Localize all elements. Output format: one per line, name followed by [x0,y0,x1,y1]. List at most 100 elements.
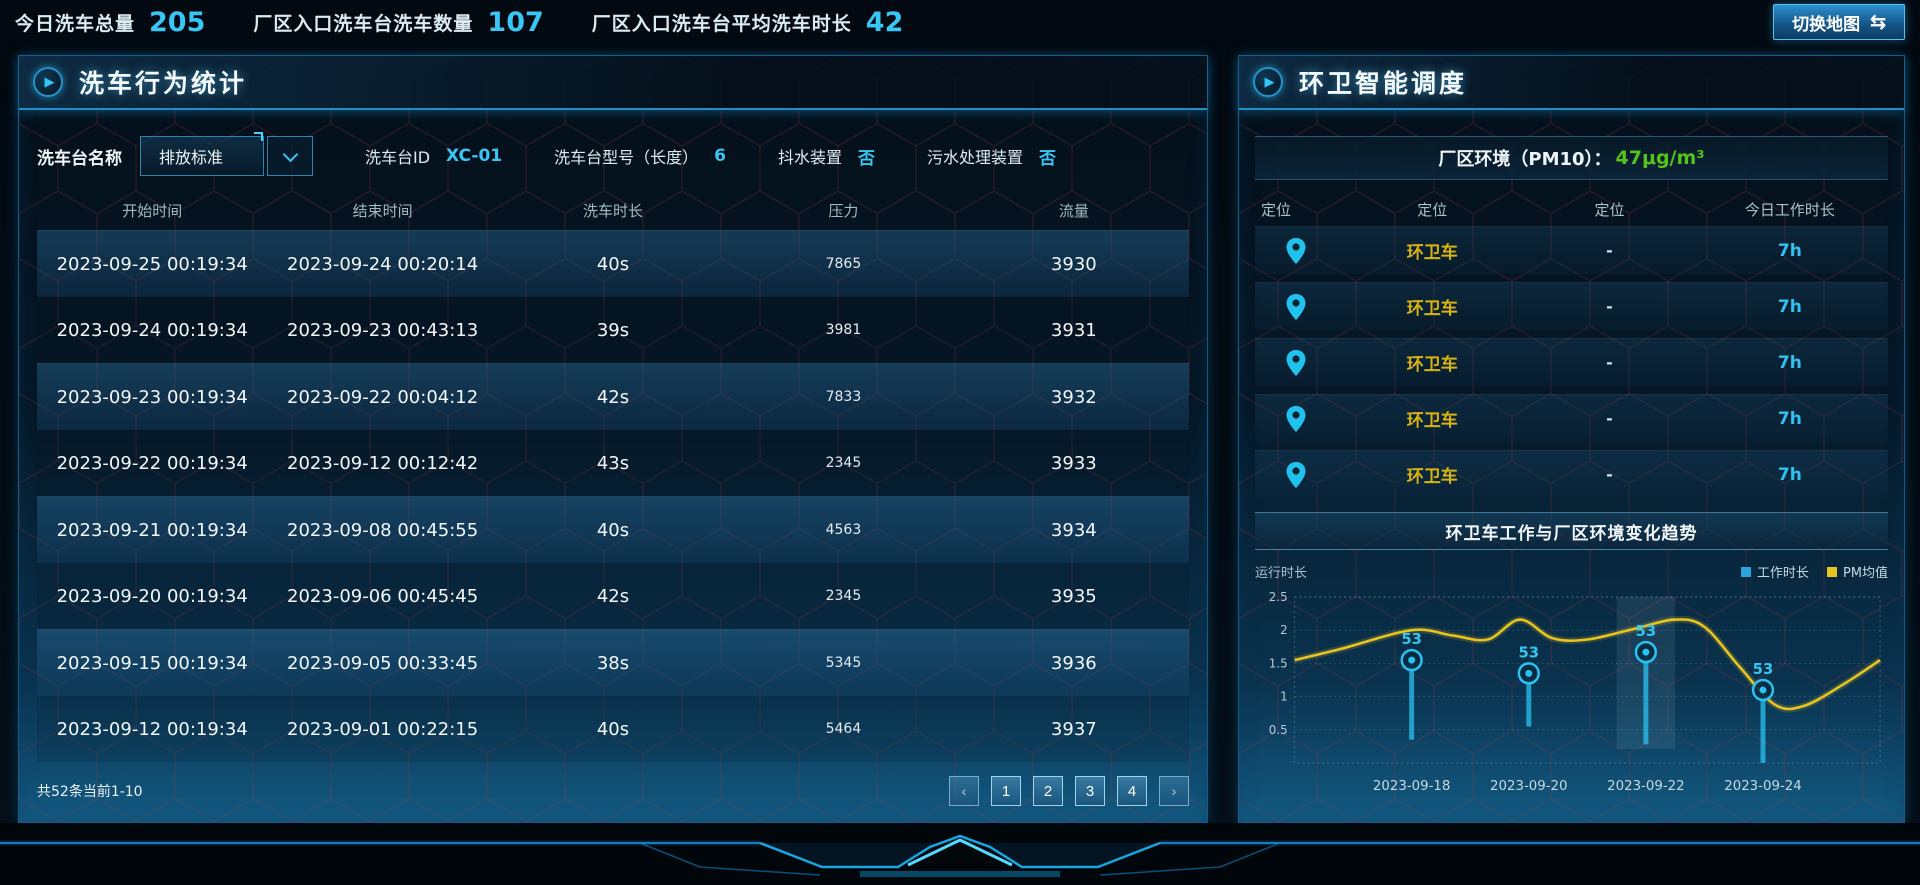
table-cell: 2023-09-12 00:19:34 [56,718,248,740]
table-cell: 2023-09-15 00:19:34 [56,652,248,674]
field-label: 洗车台型号（长度） [554,148,699,167]
table-cell: 5464 [825,721,862,737]
svg-text:53: 53 [1753,660,1774,678]
wash-behavior-panel: ▶ 洗车行为统计 洗车台名称 排放标准 洗车台ID XC-01 洗车台型号（长度… [18,55,1208,823]
vehicle-hours-cell: 7h [1777,464,1802,485]
table-cell: 43s [596,452,630,474]
legend-item-工作时长: 工作时长 [1740,562,1809,581]
table-cell: 40s [596,253,630,275]
table-body: 环卫车 - 7h 环卫车 - 7h 环卫车 - 7h 环卫车 - 7h 环卫车 - 7h [1255,226,1888,498]
table-cell: 3937 [1050,718,1097,740]
stat-label: 厂区入口洗车台平均洗车时长 [591,12,852,35]
svg-text:1: 1 [1280,690,1288,704]
column-header: 流量 [1058,201,1089,220]
vehicle-name-cell: 环卫车 [1406,243,1458,263]
table-cell: 2023-09-08 00:45:55 [287,519,479,541]
dispatch-table-row: 环卫车 - 7h [1255,338,1888,386]
column-header: 定位 [1594,200,1625,219]
table-cell: 7865 [825,256,862,272]
vehicle-locate-cell [1255,237,1337,264]
table-body: 2023-09-25 00:19:34 2023-09-24 00:20:14 40… [37,230,1189,762]
table-cell: 3933 [1050,452,1097,474]
field-label: 抖水装置 [778,148,843,167]
table-cell: 2023-09-25 00:19:34 [56,253,248,275]
field-label: 洗车台ID [365,148,431,167]
column-header: 结束时间 [352,201,413,220]
location-pin-icon[interactable] [1286,405,1306,432]
svg-text:2023-09-24: 2023-09-24 [1724,779,1801,794]
table-cell: 2023-09-23 00:43:13 [287,319,479,341]
swap-arrows-icon: ⇆ [1870,11,1886,33]
vehicle-name-cell: 环卫车 [1406,467,1458,487]
dropdown-selected-value: 排放标准 [140,136,264,176]
prev-page-button[interactable]: ‹ [949,776,979,806]
table-cell: 2023-09-24 00:20:14 [287,253,479,275]
table-row: 2023-09-12 00:19:34 2023-09-01 00:22:15 40… [37,696,1189,762]
table-cell: 38s [596,652,630,674]
table-row: 2023-09-21 00:19:34 2023-09-08 00:45:55 40… [37,496,1189,563]
table-cell: 39s [596,319,630,341]
table-cell: 3934 [1050,519,1097,541]
switch-map-button[interactable]: 切换地图 ⇆ [1773,4,1905,40]
filter-field-sewage-device: 污水处理装置 否 [927,144,1056,169]
vehicle-hours-cell: 7h [1777,296,1802,317]
column-header: 压力 [828,201,859,220]
trend-chart-block: 运行时长 工作时长 PM均值 0.5 1 1.5 2 2.5 53 53 53 53 2023-09… [1255,562,1888,807]
station-name-dropdown[interactable]: 排放标准 [140,132,313,176]
panel-title: 洗车行为统计 [79,69,248,98]
page-button-2[interactable]: 2 [1033,776,1063,806]
trend-line-chart: 0.5 1 1.5 2 2.5 53 53 53 53 2023-09-18 2023-09-20 2… [1269,590,1882,794]
vehicle-dash-cell: - [1606,409,1613,428]
stat-value: 205 [149,6,206,38]
chart-legend: 工作时长 PM均值 [1740,562,1888,581]
switch-map-label: 切换地图 [1792,14,1861,34]
legend-swatch [1826,566,1837,577]
field-label: 污水处理装置 [927,148,1024,167]
svg-text:1.5: 1.5 [1269,656,1288,670]
dispatch-table-row: 环卫车 - 7h [1255,282,1888,330]
table-row: 2023-09-22 00:19:34 2023-09-12 00:12:42 43… [37,430,1189,496]
vehicle-name-cell: 环卫车 [1406,299,1458,319]
vehicle-name-cell: 环卫车 [1406,355,1458,375]
vehicle-hours-cell: 7h [1777,408,1802,429]
page-button-3[interactable]: 3 [1075,776,1105,806]
pm10-environment-bar: 厂区环境（PM10）： 47μg/m³ [1255,136,1888,180]
station-name-label: 洗车台名称 [37,148,122,169]
field-value: 否 [1039,148,1057,169]
table-footer: 共52条当前1-10 ‹ 1 2 3 4 › [37,776,1189,806]
next-page-button[interactable]: › [1159,776,1189,806]
column-header: 洗车时长 [583,201,644,220]
table-row: 2023-09-25 00:19:34 2023-09-24 00:20:14 40… [37,230,1189,297]
vehicle-locate-cell [1255,293,1337,320]
location-pin-icon[interactable] [1286,237,1306,264]
chevron-down-icon[interactable] [267,136,313,176]
table-cell: 2023-09-20 00:19:34 [56,585,248,607]
vehicle-dash-cell: - [1606,241,1613,260]
pm10-label: 厂区环境（PM10）： [1438,149,1612,170]
sanitation-dispatch-panel: ▶ 环卫智能调度 厂区环境（PM10）： 47μg/m³ 定位 定位 定位 今日工作时… [1238,55,1905,823]
pagination: ‹ 1 2 3 4 › [949,776,1189,806]
table-cell: 2023-09-23 00:19:34 [56,386,248,408]
svg-text:2.5: 2.5 [1269,590,1288,604]
vehicle-locate-cell [1255,349,1337,376]
table-row: 2023-09-20 00:19:34 2023-09-06 00:45:45 42… [37,563,1189,629]
page-button-4[interactable]: 4 [1117,776,1147,806]
table-cell: 2345 [825,455,862,471]
panel-title: 环卫智能调度 [1299,69,1468,98]
legend-label: PM均值 [1842,566,1888,581]
location-pin-icon[interactable] [1286,349,1306,376]
filter-field-station-model: 洗车台型号（长度） 6 [554,144,726,168]
table-cell: 2023-09-24 00:19:34 [56,319,248,341]
vehicle-hours-cell: 7h [1777,240,1802,261]
location-pin-icon[interactable] [1286,461,1306,488]
pagination-summary: 共52条当前1-10 [37,784,143,800]
stat-total-washes: 今日洗车总量 205 [15,7,205,38]
stat-avg-wash-duration: 厂区入口洗车台平均洗车时长 42 [592,7,904,38]
location-pin-icon[interactable] [1286,293,1306,320]
stat-value: 107 [487,6,544,38]
pm10-value: 47μg/m³ [1615,147,1705,169]
page-button-1[interactable]: 1 [991,776,1021,806]
filter-field-station-id: 洗车台ID XC-01 [365,144,502,168]
vehicle-hours-cell: 7h [1777,352,1802,373]
table-row: 2023-09-15 00:19:34 2023-09-05 00:33:45 38… [37,629,1189,696]
